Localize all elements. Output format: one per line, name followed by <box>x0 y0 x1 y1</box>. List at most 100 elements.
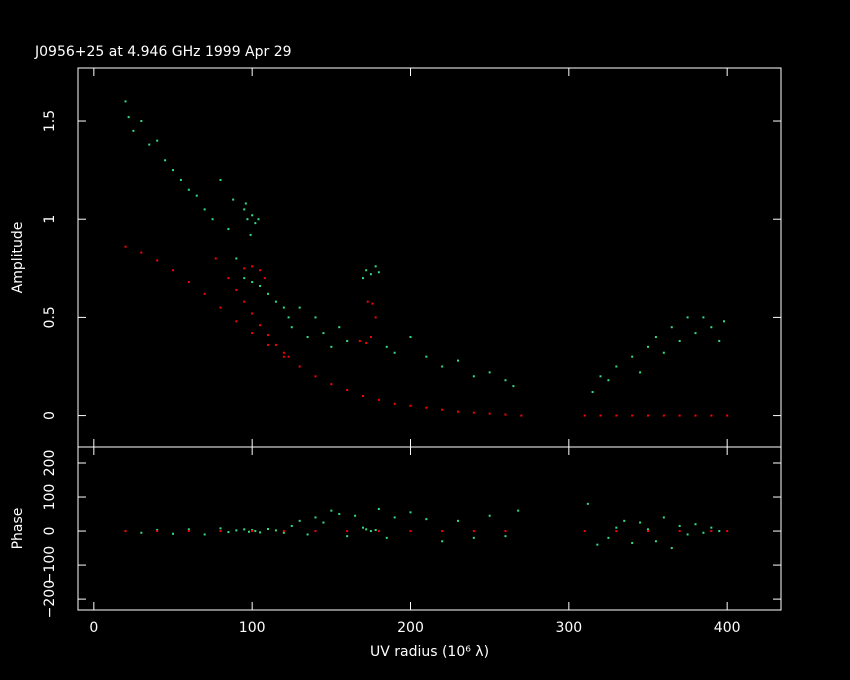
point <box>599 414 602 417</box>
point <box>203 292 206 295</box>
point <box>227 228 230 231</box>
point <box>179 178 182 181</box>
point <box>346 389 349 392</box>
point <box>369 273 372 276</box>
point <box>219 178 222 181</box>
point <box>377 507 380 510</box>
point <box>274 300 277 303</box>
point <box>267 292 269 295</box>
point <box>322 521 325 524</box>
point <box>322 332 325 335</box>
point <box>377 398 380 401</box>
point <box>710 526 713 529</box>
point <box>140 120 143 123</box>
point <box>374 529 377 532</box>
y-tick-label: 0.5 <box>42 306 58 328</box>
point <box>504 530 507 533</box>
point <box>227 531 230 534</box>
point <box>409 511 412 514</box>
point <box>694 414 697 417</box>
point <box>267 334 269 337</box>
point <box>243 267 246 270</box>
point <box>254 530 257 533</box>
point <box>267 528 269 531</box>
point <box>441 365 444 368</box>
point <box>259 284 262 287</box>
point <box>362 277 364 280</box>
point <box>282 531 285 534</box>
point <box>365 528 368 531</box>
point <box>354 514 357 517</box>
point <box>488 371 491 374</box>
chart-title: J0956+25 at 4.946 GHz 1999 Apr 29 <box>34 44 292 60</box>
point <box>639 371 642 374</box>
point <box>274 529 277 532</box>
point <box>504 379 507 382</box>
point <box>330 509 333 512</box>
point <box>441 540 444 543</box>
point <box>409 336 412 339</box>
point <box>251 332 254 335</box>
point <box>235 529 238 532</box>
point <box>219 527 222 530</box>
point <box>251 312 254 315</box>
point <box>457 519 459 522</box>
x-tick-label: 0 <box>89 620 98 636</box>
point <box>219 530 222 533</box>
point <box>409 530 412 533</box>
x-tick-label: 300 <box>555 620 582 636</box>
point <box>140 531 143 534</box>
point <box>257 218 260 221</box>
point <box>248 530 250 533</box>
point <box>254 222 257 225</box>
point <box>172 169 174 172</box>
point <box>623 519 626 522</box>
point <box>298 365 301 368</box>
point <box>124 100 127 103</box>
y-axis-label: Phase <box>10 508 26 550</box>
point <box>156 259 159 262</box>
point <box>298 306 301 309</box>
y-tick-label: 100 <box>42 484 58 511</box>
point <box>148 143 151 146</box>
point <box>472 536 475 539</box>
point <box>488 514 491 517</box>
point <box>694 332 697 335</box>
point <box>615 414 618 417</box>
point <box>662 351 665 354</box>
y-tick-label: 200 <box>42 450 58 477</box>
point <box>472 530 475 533</box>
point <box>710 530 713 533</box>
point <box>393 402 396 405</box>
point <box>127 116 130 119</box>
point <box>678 524 681 527</box>
point <box>504 413 507 416</box>
point <box>362 394 364 397</box>
point <box>686 316 689 319</box>
point <box>251 265 254 268</box>
point <box>156 530 159 533</box>
point <box>259 324 262 327</box>
point <box>219 306 222 309</box>
point <box>362 526 364 529</box>
point <box>282 351 285 354</box>
point <box>156 529 159 532</box>
point <box>235 320 238 323</box>
point <box>251 529 254 532</box>
point <box>520 414 523 417</box>
point <box>251 281 254 284</box>
y-axis-label: Amplitude <box>10 222 26 294</box>
point <box>639 521 642 524</box>
point <box>615 526 618 529</box>
point <box>306 336 309 339</box>
point <box>488 412 491 415</box>
point <box>259 269 262 272</box>
point <box>662 516 665 519</box>
point <box>249 233 252 236</box>
point <box>654 336 657 339</box>
point <box>306 533 309 536</box>
point <box>369 336 372 339</box>
point <box>243 208 246 211</box>
point <box>235 257 238 260</box>
